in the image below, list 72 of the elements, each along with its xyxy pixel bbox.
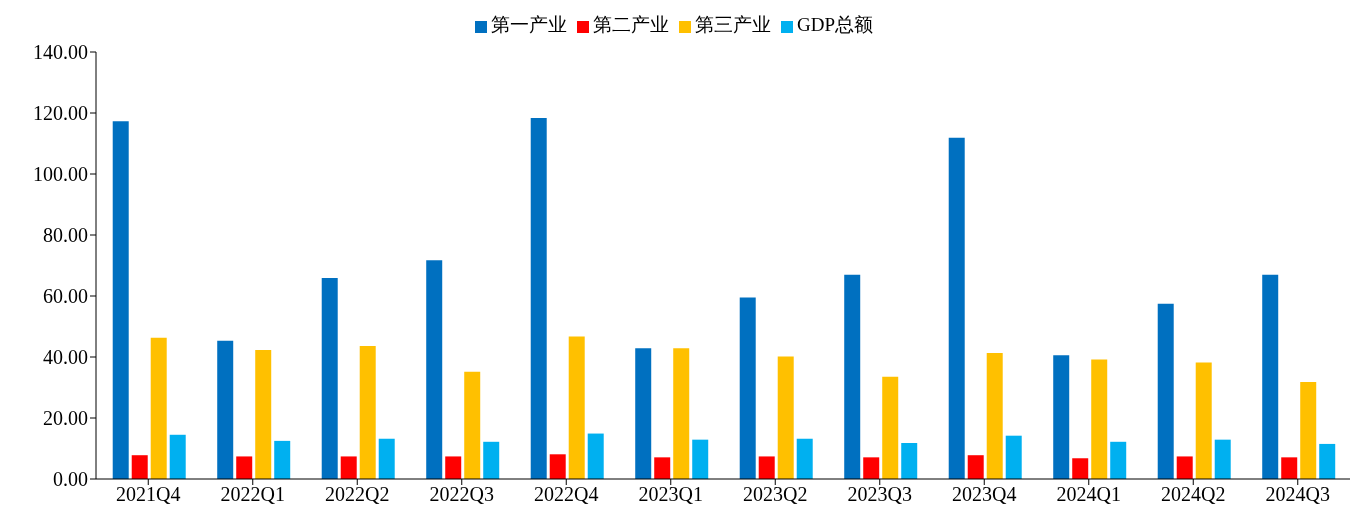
- bar: [217, 340, 234, 479]
- x-tick-label: 2023Q4: [952, 483, 1017, 506]
- bar: [359, 346, 376, 479]
- legend-label: GDP总额: [796, 14, 873, 35]
- bar: [464, 371, 481, 479]
- bar: [131, 455, 148, 479]
- x-tick-label: 2022Q1: [220, 483, 285, 506]
- bar: [758, 456, 775, 479]
- bar: [549, 454, 566, 479]
- legend-label: 第二产业: [592, 14, 669, 35]
- bar: [967, 455, 984, 479]
- bar: [796, 438, 813, 479]
- bar: [673, 348, 690, 479]
- x-tick-label: 2022Q4: [534, 483, 599, 506]
- bar: [112, 121, 129, 479]
- x-tick-label: 2024Q2: [1161, 483, 1226, 506]
- bar: [882, 376, 899, 479]
- bar: [739, 297, 756, 479]
- bar: [1072, 458, 1089, 479]
- bar: [777, 356, 794, 479]
- bar: [1091, 359, 1108, 479]
- bar: [426, 260, 443, 479]
- y-tick-label: 40.00: [43, 346, 88, 369]
- bar: [1319, 443, 1336, 479]
- x-tick-label: 2022Q2: [325, 483, 390, 506]
- y-tick-label: 60.00: [43, 285, 88, 308]
- bar: [1262, 274, 1279, 479]
- bar: [483, 441, 500, 479]
- bar: [1176, 456, 1193, 479]
- x-tick-label: 2022Q3: [429, 483, 494, 506]
- bar: [255, 349, 272, 479]
- bar: [587, 433, 604, 479]
- bar: [1005, 435, 1022, 479]
- bar: [530, 117, 547, 479]
- bar: [654, 457, 671, 479]
- bar: [1195, 362, 1212, 479]
- bar: [986, 353, 1003, 479]
- bar: [1053, 355, 1070, 479]
- bar: [169, 434, 186, 479]
- bar: [635, 348, 652, 479]
- y-tick-label: 0.00: [53, 468, 88, 491]
- y-tick-label: 100.00: [33, 163, 88, 186]
- bar: [340, 456, 357, 479]
- x-tick-label: 2024Q1: [1056, 483, 1121, 506]
- bar: [236, 456, 253, 479]
- y-tick-label: 140.00: [33, 41, 88, 64]
- x-tick-label: 2023Q2: [743, 483, 808, 506]
- bar: [150, 337, 167, 479]
- bar: [274, 440, 291, 479]
- bar: [692, 439, 709, 479]
- y-tick-label: 80.00: [43, 224, 88, 247]
- bar: [568, 336, 585, 479]
- bar: [1281, 457, 1298, 479]
- bar: [901, 443, 918, 479]
- y-tick-label: 20.00: [43, 407, 88, 430]
- bar: [445, 456, 462, 479]
- legend-label: 第一产业: [490, 14, 567, 35]
- legend-label: 第三产业: [694, 14, 771, 35]
- bar: [1157, 303, 1174, 479]
- bar: [863, 457, 880, 479]
- x-tick-label: 2021Q4: [116, 483, 181, 506]
- y-tick-label: 120.00: [33, 102, 88, 125]
- bar: [1110, 441, 1127, 479]
- bar: [378, 438, 395, 479]
- bar: [948, 137, 965, 479]
- x-tick-label: 2023Q1: [638, 483, 703, 506]
- x-tick-label: 2024Q3: [1265, 483, 1330, 506]
- bar: [1300, 382, 1317, 479]
- bar: [844, 274, 861, 479]
- x-tick-label: 2023Q3: [847, 483, 912, 506]
- bar: [321, 278, 338, 479]
- bar: [1214, 439, 1231, 479]
